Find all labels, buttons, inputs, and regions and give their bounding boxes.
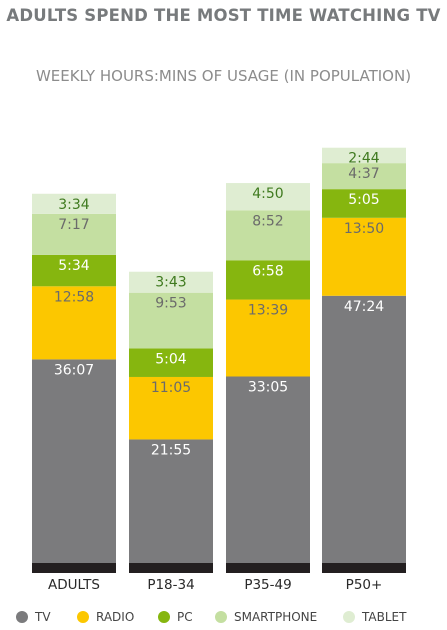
data-label-pc-p50: 5:05 — [348, 192, 379, 208]
chart-legend: TV RADIO PC SMARTPHONE TABLET — [16, 610, 447, 628]
bar-segment-tablet-adults — [32, 193, 116, 214]
data-label-pc-p35-49: 6:58 — [252, 263, 283, 279]
data-label-smartphone-adults: 7:17 — [58, 217, 89, 233]
bar-segment-tv-adults — [32, 359, 116, 563]
category-label-p18-34: P18-34 — [147, 577, 194, 593]
data-label-pc-p18-34: 5:04 — [155, 351, 187, 367]
bar-segment-pc-p18-34 — [129, 348, 213, 377]
legend-swatch-pc — [158, 611, 170, 623]
bar-base-p50 — [322, 563, 406, 573]
legend-label-tv: TV — [35, 610, 51, 624]
data-label-tablet-p50: 2:44 — [348, 151, 380, 167]
bar-segment-radio-p50 — [322, 217, 406, 296]
data-label-tv-p35-49: 33:05 — [248, 380, 288, 396]
data-label-tv-p18-34: 21:55 — [151, 442, 191, 458]
bar-segment-tablet-p50 — [322, 147, 406, 164]
data-label-radio-p35-49: 13:39 — [248, 303, 288, 319]
bar-segment-pc-adults — [32, 254, 116, 287]
bar-segment-smartphone-p18-34 — [129, 292, 213, 349]
bar-base-p35-49 — [226, 563, 310, 573]
legend-label-tablet: TABLET — [362, 610, 407, 624]
data-label-smartphone-p18-34: 9:53 — [155, 296, 186, 312]
data-label-tablet-p18-34: 3:43 — [155, 275, 186, 291]
legend-item-pc: PC — [158, 610, 193, 624]
data-label-smartphone-p50: 4:37 — [348, 166, 379, 182]
bar-segment-smartphone-p50 — [322, 163, 406, 190]
legend-label-pc: PC — [177, 610, 193, 624]
bar-segment-pc-p50 — [322, 189, 406, 218]
data-label-radio-p50: 13:50 — [344, 221, 384, 237]
bar-segment-tv-p50 — [322, 295, 406, 563]
data-label-tablet-adults: 3:34 — [58, 197, 90, 213]
chart-subtitle: WEEKLY HOURS:MINS OF USAGE (IN POPULATIO… — [35, 67, 412, 85]
legend-swatch-radio — [77, 611, 89, 623]
category-label-adults: ADULTS — [48, 577, 100, 593]
bar-segment-pc-p35-49 — [226, 260, 310, 300]
bar-segment-tablet-p35-49 — [226, 183, 310, 211]
data-label-tv-adults: 36:07 — [54, 362, 94, 378]
data-label-radio-p18-34: 11:05 — [151, 380, 191, 396]
data-label-pc-adults: 5:34 — [58, 258, 90, 274]
data-label-radio-adults: 12:58 — [54, 289, 94, 305]
bar-segment-smartphone-p35-49 — [226, 210, 310, 261]
bar-segment-tv-p35-49 — [226, 376, 310, 563]
legend-label-radio: RADIO — [96, 610, 135, 624]
legend-item-smartphone: SMARTPHONE — [215, 610, 317, 624]
category-label-p50: P50+ — [346, 577, 383, 593]
data-label-tablet-p35-49: 4:50 — [252, 186, 283, 202]
bar-segment-tv-p18-34 — [129, 439, 213, 563]
data-label-tv-p50: 47:24 — [344, 299, 384, 315]
legend-item-tablet: TABLET — [343, 610, 406, 624]
legend-swatch-tv — [16, 611, 28, 623]
bar-base-adults — [32, 563, 116, 573]
bar-segment-radio-p35-49 — [226, 299, 310, 377]
chart-title: ADULTS SPEND THE MOST TIME WATCHING TV — [6, 6, 441, 25]
bar-base-p18-34 — [129, 563, 213, 573]
legend-item-tv: TV — [16, 610, 51, 624]
data-label-smartphone-p35-49: 8:52 — [252, 213, 283, 229]
category-label-p35-49: P35-49 — [244, 577, 291, 593]
legend-label-smartphone: SMARTPHONE — [234, 610, 318, 624]
legend-swatch-tablet — [343, 611, 355, 623]
legend-item-radio: RADIO — [77, 610, 134, 624]
bar-segment-radio-p18-34 — [129, 376, 213, 440]
bar-segment-radio-adults — [32, 286, 116, 360]
bar-segment-smartphone-adults — [32, 213, 116, 255]
legend-swatch-smartphone — [215, 611, 227, 623]
bar-segment-tablet-p18-34 — [129, 271, 213, 293]
